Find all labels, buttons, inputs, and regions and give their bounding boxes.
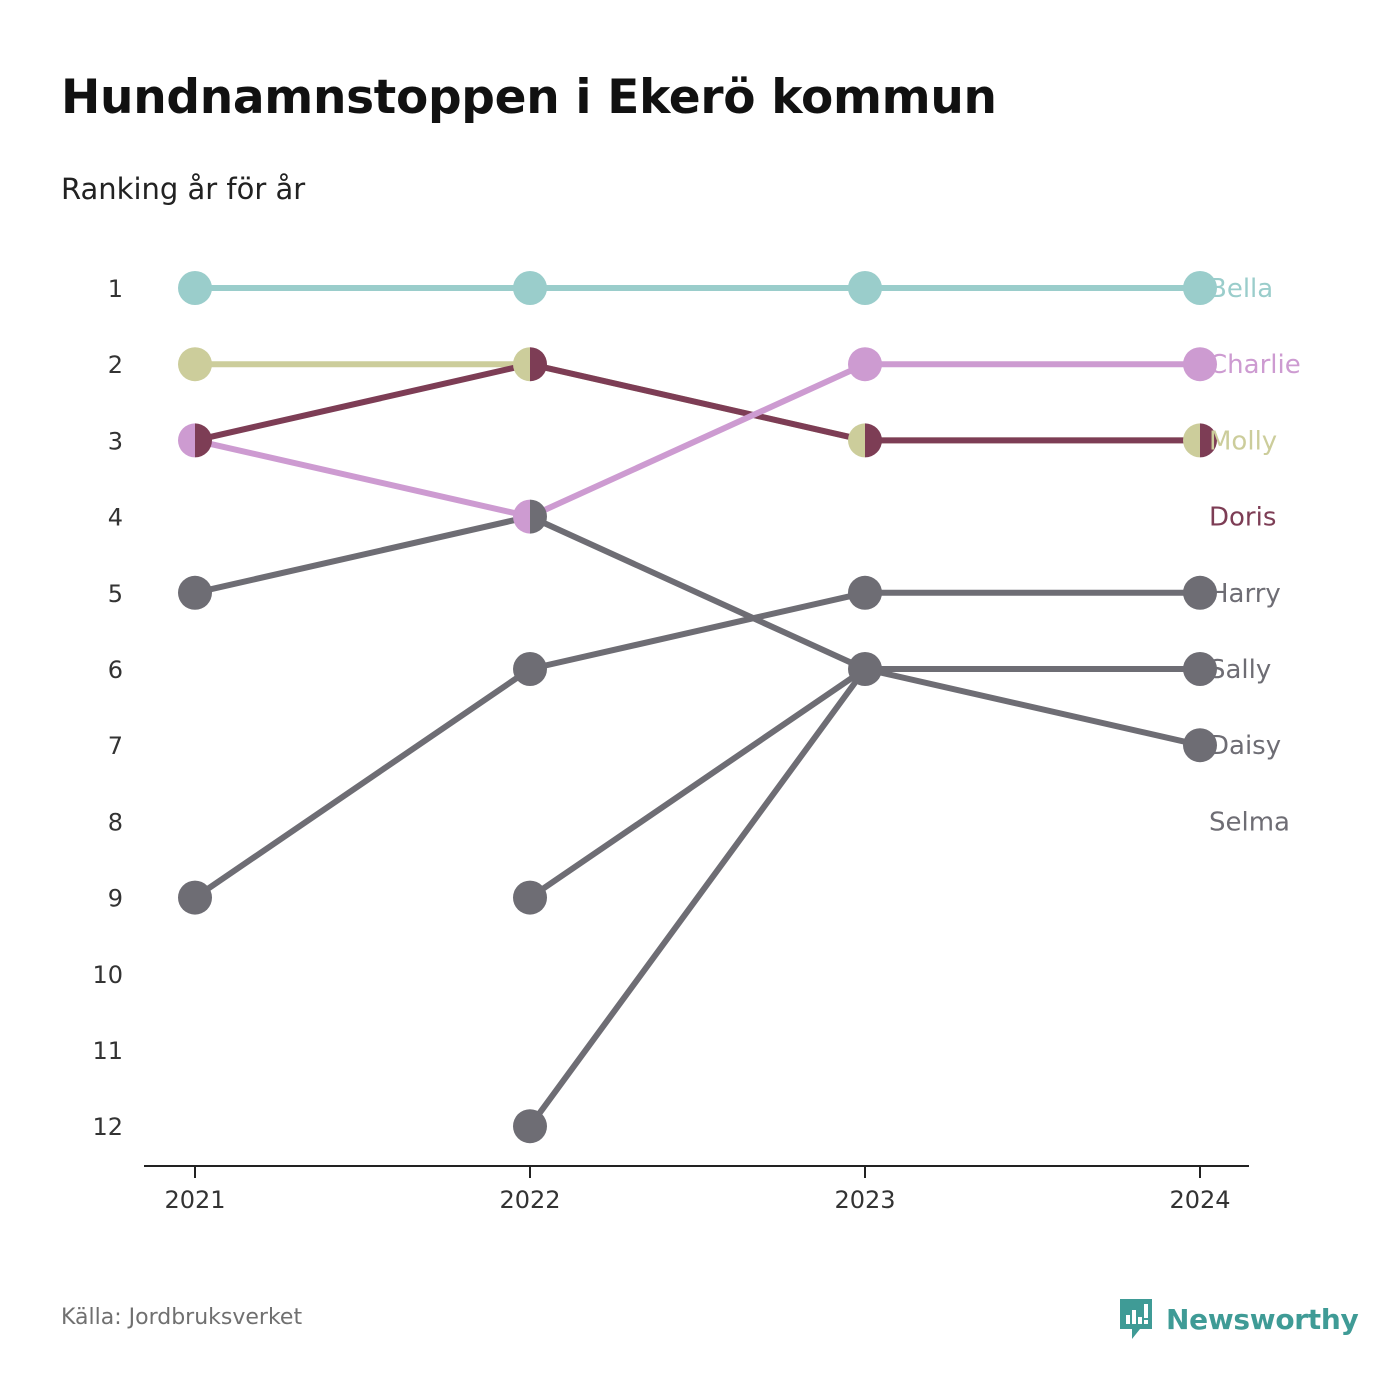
y-tick-label-3: 3: [108, 427, 123, 455]
chart-title: Hundnamnstoppen i Ekerö kommun: [61, 70, 997, 125]
series-points: [178, 271, 1217, 1144]
point-bella-2021: [178, 271, 212, 305]
y-tick-label-6: 6: [108, 656, 123, 684]
brand-name: Newsworthy: [1166, 1302, 1359, 1336]
end-label-sally: Sally: [1209, 655, 1271, 685]
point-molly-2023: [848, 423, 865, 458]
y-tick-label-5: 5: [108, 580, 123, 608]
x-tick-label-2024: 2024: [1169, 1186, 1230, 1214]
point-harry-2022: [513, 652, 547, 686]
end-label-molly: Molly: [1209, 426, 1277, 456]
point-harry-2024: [1183, 575, 1217, 610]
point-bella-2024: [1183, 271, 1217, 305]
x-tick-label-2023: 2023: [834, 1186, 895, 1214]
y-tick-label-11: 11: [92, 1037, 123, 1065]
point-doris-2021: [195, 423, 212, 458]
end-label-daisy: Daisy: [1209, 731, 1281, 761]
series-line-sally: [527, 666, 1203, 901]
y-tick-label-10: 10: [92, 961, 123, 989]
chart-subtitle: Ranking år för år: [61, 172, 306, 206]
point-sally-2022: [513, 880, 547, 915]
x-tick-label-2022: 2022: [499, 1186, 560, 1214]
end-label-doris: Doris: [1209, 503, 1276, 533]
point-molly-2021: [178, 347, 212, 382]
series-line-charlie: [192, 361, 1203, 520]
end-label-bella: Bella: [1209, 274, 1273, 304]
point-molly-2022: [513, 347, 530, 382]
series-line-harry: [192, 589, 1203, 901]
brand-logo: Newsworthy: [1118, 1296, 1359, 1342]
point-charlie-2021: [178, 423, 195, 458]
end-label-selma: Selma: [1209, 807, 1290, 837]
point-charlie-2024: [1183, 347, 1217, 382]
y-tick-label-8: 8: [108, 808, 123, 836]
y-tick-label-4: 4: [108, 504, 123, 532]
y-tick-label-12: 12: [92, 1113, 123, 1141]
series-end-labels: Bella Charlie Molly Doris Harry Sally Daisy Sel…: [1209, 274, 1301, 837]
point-bella-2022: [513, 271, 547, 305]
point-sally-2023: [848, 652, 882, 686]
end-label-harry: Harry: [1209, 579, 1281, 609]
point-harry-2023: [848, 575, 882, 610]
x-tick-label-2021: 2021: [164, 1186, 225, 1214]
source-note: Källa: Jordbruksverket: [61, 1305, 303, 1330]
point-daisy-2024: [1183, 728, 1217, 763]
series-line-doris: [192, 361, 1203, 444]
y-tick-label-9: 9: [108, 885, 123, 913]
y-tick-label-1: 1: [108, 275, 123, 303]
series-line-selma: [527, 666, 868, 1130]
series-line-daisy: [192, 513, 1203, 749]
x-axis: 2021 2022 2023 2024: [144, 1165, 1249, 1214]
point-daisy-2022: [530, 499, 547, 534]
point-doris-2023: [865, 423, 882, 458]
y-tick-label-7: 7: [108, 732, 123, 760]
newsworthy-logo-icon: [1120, 1299, 1152, 1339]
point-daisy-2021: [178, 575, 212, 610]
point-bella-2023: [848, 271, 882, 305]
point-selma-2022: [513, 1109, 547, 1144]
point-doris-2022: [530, 347, 547, 382]
point-molly-2024: [1183, 423, 1200, 458]
point-charlie-2023: [848, 347, 882, 382]
point-harry-2021: [178, 880, 212, 915]
series-lines: [192, 285, 1203, 1130]
point-charlie-2022: [513, 499, 530, 534]
end-label-charlie: Charlie: [1209, 350, 1301, 380]
point-doris-2024: [1200, 423, 1217, 458]
y-tick-label-2: 2: [108, 351, 123, 379]
point-sally-2024: [1183, 652, 1217, 686]
